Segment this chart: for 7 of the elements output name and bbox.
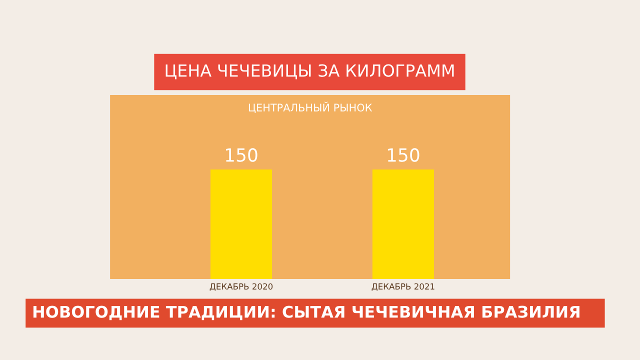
x-tick-label: ДЕКАБРЬ 2021 (372, 283, 434, 291)
chart-subtitle: ЦЕНТРАЛЬНЫЙ РЫНОК (248, 102, 372, 114)
data-label: 150 (388, 148, 420, 162)
text: НОВОГОДНИЕ ТРАДИЦИИ: СЫТАЯ ЧЕЧЕВИЧНАЯ БРАЗИЛИЯ (33, 306, 580, 320)
x-tick-label: ДЕКАБРЬ 2020 (210, 283, 273, 291)
chart-title: ЦЕНА ЧЕЧЕВИЦЫ ЗА КИЛОГРАММ (166, 64, 454, 80)
data-label: 150 (226, 148, 258, 162)
